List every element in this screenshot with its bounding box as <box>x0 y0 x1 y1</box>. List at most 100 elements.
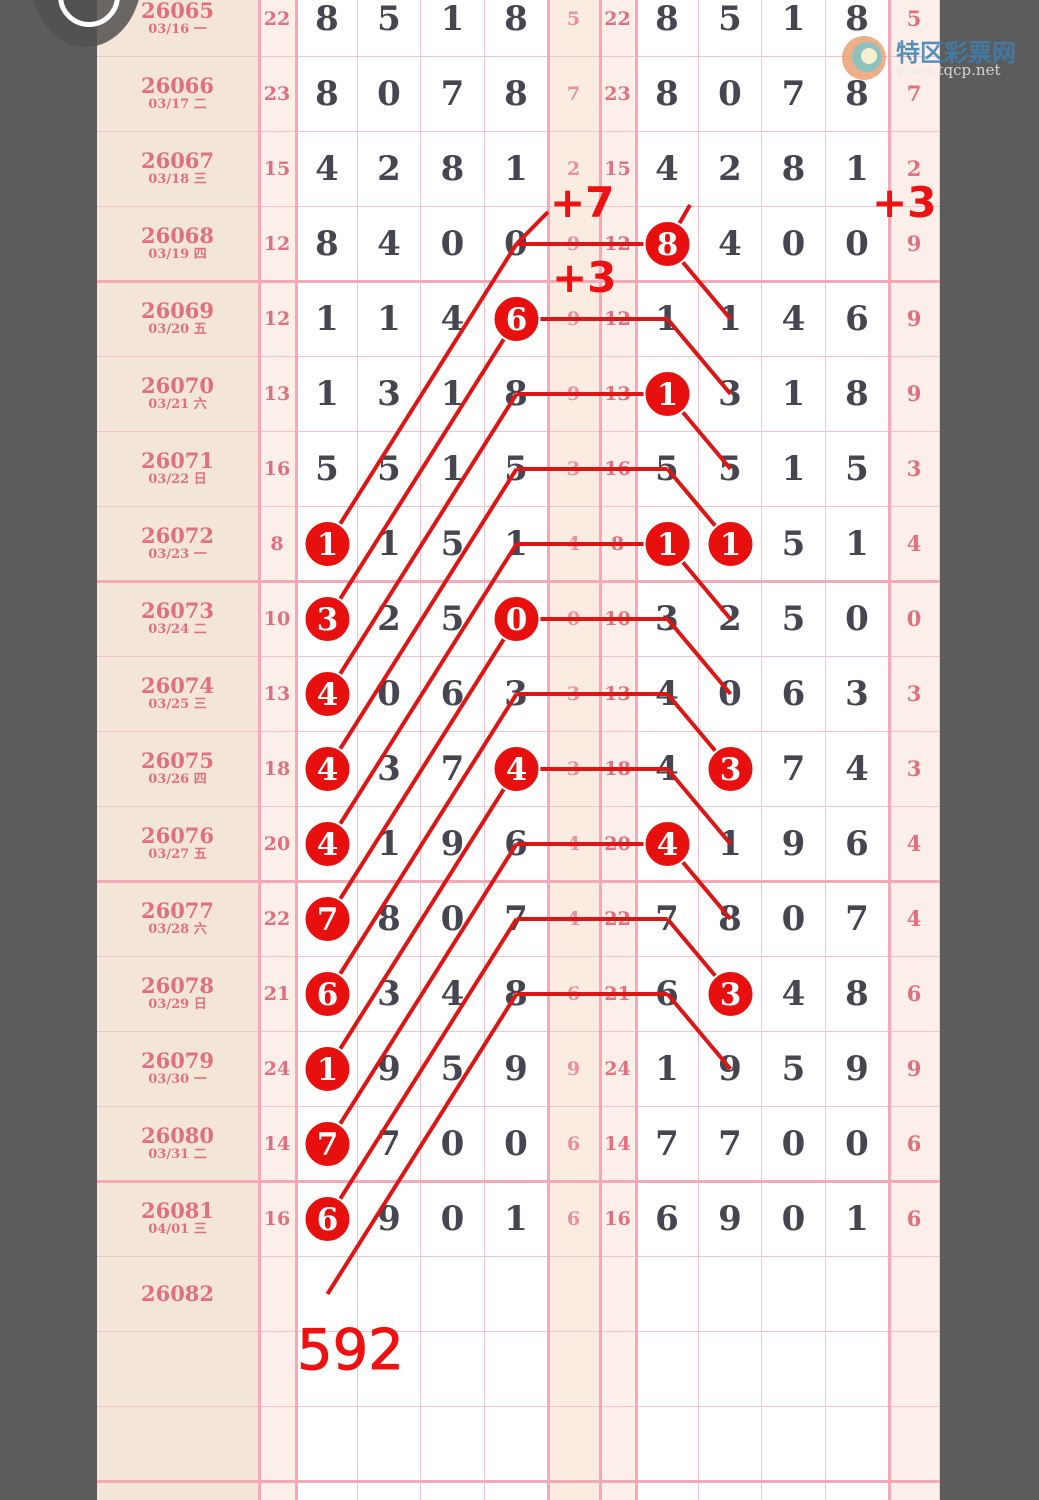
circled-digit: 3 <box>706 745 755 793</box>
digit-cell <box>762 1481 826 1500</box>
issue-cell: 26071 03/22 日 <box>97 431 259 507</box>
digit-cell: 0 <box>421 206 485 282</box>
digit-cell <box>485 1331 548 1407</box>
last-cell: 4 <box>889 806 940 882</box>
link-diagonal-left <box>325 542 519 846</box>
issue-cell: 26077 03/28 六 <box>97 881 259 957</box>
digit-cell: 7 <box>699 1106 762 1182</box>
column-divider <box>547 0 550 1500</box>
digit-cell: 4 <box>297 131 358 207</box>
span-cell: 6 <box>548 1106 600 1182</box>
column-divider <box>635 0 638 1500</box>
circled-digit-label: 4 <box>317 752 339 788</box>
digit-cell: 9 <box>485 1031 548 1107</box>
circled-digit: 7 <box>303 895 352 943</box>
sum-cell: 16 <box>259 431 296 507</box>
digit-cell: 4 <box>762 956 826 1032</box>
digit-cell: 5 <box>762 1031 826 1107</box>
circled-digit: 3 <box>303 595 352 643</box>
digit-cell: 5 <box>699 0 762 57</box>
issue-date: 03/20 五 <box>148 321 207 337</box>
sum-cell: 18 <box>259 731 296 807</box>
digit-cell: 1 <box>826 1181 889 1257</box>
circled-digit-label: 4 <box>506 752 528 788</box>
digit-cell: 1 <box>636 1031 699 1107</box>
span-cell: 5 <box>548 0 600 57</box>
digit-cell: 7 <box>762 56 826 132</box>
issue-number: 26071 <box>140 447 215 473</box>
sum-cell: 21 <box>259 956 296 1032</box>
digit-cell <box>699 1331 762 1407</box>
digit-cell: 8 <box>762 131 826 207</box>
digit-cell: 5 <box>358 0 421 57</box>
digit-cell: 1 <box>826 506 889 582</box>
last-cell <box>889 1481 940 1500</box>
issue-number: 26066 <box>140 72 215 98</box>
digit-cell: 9 <box>421 806 485 882</box>
circled-digit-label: 4 <box>657 827 679 863</box>
circled-digit-label: 3 <box>317 602 339 638</box>
circled-digit: 7 <box>303 1120 352 1168</box>
issue-number: 26069 <box>140 297 215 323</box>
column-divider <box>888 0 891 1500</box>
circled-digit: 6 <box>303 970 352 1018</box>
digit-cell: 8 <box>485 0 548 57</box>
sum-cell: 23 <box>600 56 636 132</box>
circled-digit-label: 3 <box>720 977 742 1013</box>
issue-cell: 26073 03/24 二 <box>97 581 259 657</box>
issue-date: 03/26 四 <box>148 771 207 787</box>
last-cell: 3 <box>889 431 940 507</box>
circle-icon <box>58 0 120 27</box>
circled-digit: 4 <box>643 820 692 868</box>
sum-cell: 16 <box>259 1181 296 1257</box>
digit-cell: 0 <box>358 56 421 132</box>
issue-cell: 26066 03/17 二 <box>97 56 259 132</box>
digit-cell: 0 <box>762 1106 826 1182</box>
digit-cell: 1 <box>762 356 826 432</box>
issue-number: 26079 <box>140 1047 215 1073</box>
digit-cell <box>699 1256 762 1332</box>
link-diagonal-right <box>665 992 733 1071</box>
digit-cell: 1 <box>297 281 358 357</box>
digit-cell <box>358 1406 421 1482</box>
circled-digit-label: 0 <box>506 602 528 638</box>
circled-digit-label: 4 <box>317 827 339 863</box>
digit-cell: 8 <box>826 356 889 432</box>
digit-cell <box>358 1331 421 1407</box>
digit-cell <box>358 1481 421 1500</box>
last-cell: 2 <box>889 131 940 207</box>
last-cell: 5 <box>889 0 940 57</box>
circled-digit-label: 3 <box>720 752 742 788</box>
circled-digit: 8 <box>643 220 692 268</box>
issue-number: 26074 <box>140 672 215 698</box>
circled-digit: 1 <box>303 1045 352 1093</box>
link-diagonal-left <box>325 392 519 696</box>
digit-cell: 5 <box>297 431 358 507</box>
circled-digit: 6 <box>492 295 541 343</box>
issue-cell: 26082 <box>97 1256 259 1332</box>
digit-cell: 7 <box>762 731 826 807</box>
issue-number: 26068 <box>140 222 215 248</box>
issue-number: 26075 <box>140 747 215 773</box>
issue-cell: 26074 03/25 三 <box>97 656 259 732</box>
circled-digit-label: 1 <box>317 1052 339 1088</box>
digit-cell: 5 <box>826 431 889 507</box>
logo-url: www.tqcp.net <box>896 61 1001 79</box>
digit-cell <box>421 1481 485 1500</box>
link-to-plus7 <box>515 210 550 246</box>
issue-cell: 26075 03/26 四 <box>97 731 259 807</box>
column-divider <box>599 0 602 1500</box>
sum-cell: 16 <box>600 1181 636 1257</box>
digit-cell: 2 <box>699 131 762 207</box>
issue-date: 03/23 一 <box>148 546 207 562</box>
digit-cell: 1 <box>826 131 889 207</box>
span-cell: 9 <box>548 1031 600 1107</box>
digit-cell <box>297 1481 358 1500</box>
digit-cell: 0 <box>762 1181 826 1257</box>
issue-number: 26082 <box>140 1280 215 1306</box>
digit-cell <box>699 1406 762 1482</box>
digit-cell <box>762 1256 826 1332</box>
sum-cell: 24 <box>600 1031 636 1107</box>
link-diagonal-left <box>325 617 519 921</box>
issue-cell: 26076 03/27 五 <box>97 806 259 882</box>
